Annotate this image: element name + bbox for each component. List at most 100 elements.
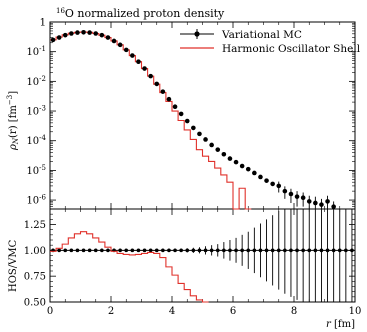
ratio-data-point [124, 248, 129, 253]
upper-axis-ticks: 1 10-1 10-2 10-3 10-4 10-5 10-6 [26, 18, 356, 210]
ratio-data-point [252, 248, 257, 253]
ratio-data-point [154, 248, 159, 253]
vmc-data-point [111, 38, 117, 44]
lower-y-tick-label: 0.75 [24, 272, 46, 283]
ratio-data-point [270, 248, 275, 253]
vmc-data-point [276, 183, 282, 189]
hos-ratio-step-line [50, 231, 209, 303]
ratio-data-point [307, 248, 312, 253]
vmc-data-point [75, 30, 80, 35]
ratio-data-point [234, 248, 238, 253]
ratio-data-point [215, 248, 220, 253]
lower-y-axis-label: HOS/VMC [8, 239, 19, 292]
vmc-data-point [99, 32, 105, 38]
vmc-data-point [154, 81, 160, 87]
vmc-data-point [252, 170, 257, 176]
ratio-data-point [331, 248, 336, 253]
vmc-data-point [142, 66, 147, 71]
legend-item-hos: Harmonic Oscillator Shell [180, 43, 361, 55]
ratio-data-point [228, 248, 232, 253]
lower-y-tick-label: 0.50 [24, 298, 46, 309]
ratio-data-point [319, 248, 324, 253]
lower-data-layer [50, 209, 355, 303]
lower-axis-ticks: 0.50 0.75 1.00 1.25 0 2 4 6 8 10 [24, 209, 362, 317]
vmc-data-point [172, 104, 178, 109]
vmc-data-point [191, 125, 196, 131]
ratio-data-point [81, 248, 86, 253]
vmc-data-point [282, 188, 288, 194]
vmc-data-point [136, 59, 141, 64]
chart-title: 16O normalized proton density [56, 7, 225, 20]
lower-y-tick-label: 1.00 [24, 246, 46, 257]
legend-label-vmc: Variational MC [221, 29, 302, 41]
vmc-data-point [50, 37, 56, 43]
vmc-data-point [306, 199, 312, 204]
vmc-data-point [62, 32, 68, 38]
vmc-data-point [166, 96, 172, 102]
ratio-data-point [295, 248, 299, 253]
vmc-data-point [300, 195, 306, 201]
upper-y-tick-label: 10-6 [26, 194, 46, 207]
upper-y-axis-label: ρN(r) [fm−3] [6, 91, 20, 151]
legend: Variational MC Harmonic Oscillator Shell [180, 29, 361, 55]
ratio-data-point [203, 248, 208, 253]
vmc-data-point [209, 142, 214, 148]
ratio-data-point [246, 248, 251, 253]
title-text: O normalized proton density [65, 7, 225, 20]
vmc-data-point [215, 147, 221, 152]
x-tick-label: 2 [108, 306, 114, 317]
vmc-data-point [227, 156, 233, 161]
ratio-data-point [87, 248, 92, 253]
ratio-data-point [350, 248, 354, 253]
vmc-data-point [184, 118, 190, 124]
upper-y-tick-label: 1 [40, 18, 46, 29]
vmc-data-point [313, 200, 318, 206]
vmc-data-point [81, 29, 86, 35]
ratio-data-point [191, 248, 196, 253]
ratio-data-point [106, 248, 110, 253]
ratio-data-point [118, 248, 122, 253]
ratio-data-point [301, 248, 305, 253]
vmc-data-point [123, 47, 129, 53]
vmc-data-point [270, 181, 275, 187]
upper-y-tick-label: 10-3 [26, 105, 46, 118]
ratio-data-point [283, 248, 287, 253]
upper-y-tick-label: 10-1 [26, 45, 46, 58]
x-tick-label: 4 [169, 306, 175, 317]
ratio-data-point [344, 248, 348, 253]
vmc-data-point [105, 35, 111, 40]
vmc-data-point [160, 89, 166, 94]
ratio-data-point [148, 248, 153, 253]
vmc-data-point [203, 137, 208, 142]
vmc-data-point [264, 178, 269, 183]
ratio-data-point [197, 248, 202, 253]
legend-item-vmc: Variational MC [180, 29, 302, 41]
ratio-data-point [69, 248, 74, 253]
vmc-data-point [319, 202, 324, 207]
ratio-data-point [75, 248, 80, 253]
ratio-data-point [100, 248, 104, 253]
ratio-data-point [337, 248, 342, 253]
ratio-data-point [185, 248, 190, 253]
ratio-data-point [63, 248, 68, 253]
ratio-data-point [179, 248, 183, 253]
ratio-data-point [161, 248, 165, 253]
vmc-data-point [69, 31, 74, 36]
vmc-data-point [148, 73, 153, 79]
vmc-data-point [288, 191, 294, 197]
vmc-data-point [239, 163, 245, 169]
vmc-data-point [294, 194, 300, 199]
title-superscript: 16 [56, 7, 65, 15]
vmc-data-point [87, 30, 92, 35]
ratio-data-point [325, 248, 330, 253]
vmc-data-point [93, 31, 99, 36]
ratio-data-point [167, 248, 171, 253]
vmc-data-point [130, 53, 135, 58]
ratio-data-point [240, 248, 244, 253]
x-tick-label: 10 [349, 306, 362, 317]
ratio-data-point [264, 248, 269, 253]
x-tick-label: 0 [47, 306, 53, 317]
upper-y-tick-label: 10-4 [26, 134, 46, 147]
legend-label-hos: Harmonic Oscillator Shell [222, 43, 361, 55]
